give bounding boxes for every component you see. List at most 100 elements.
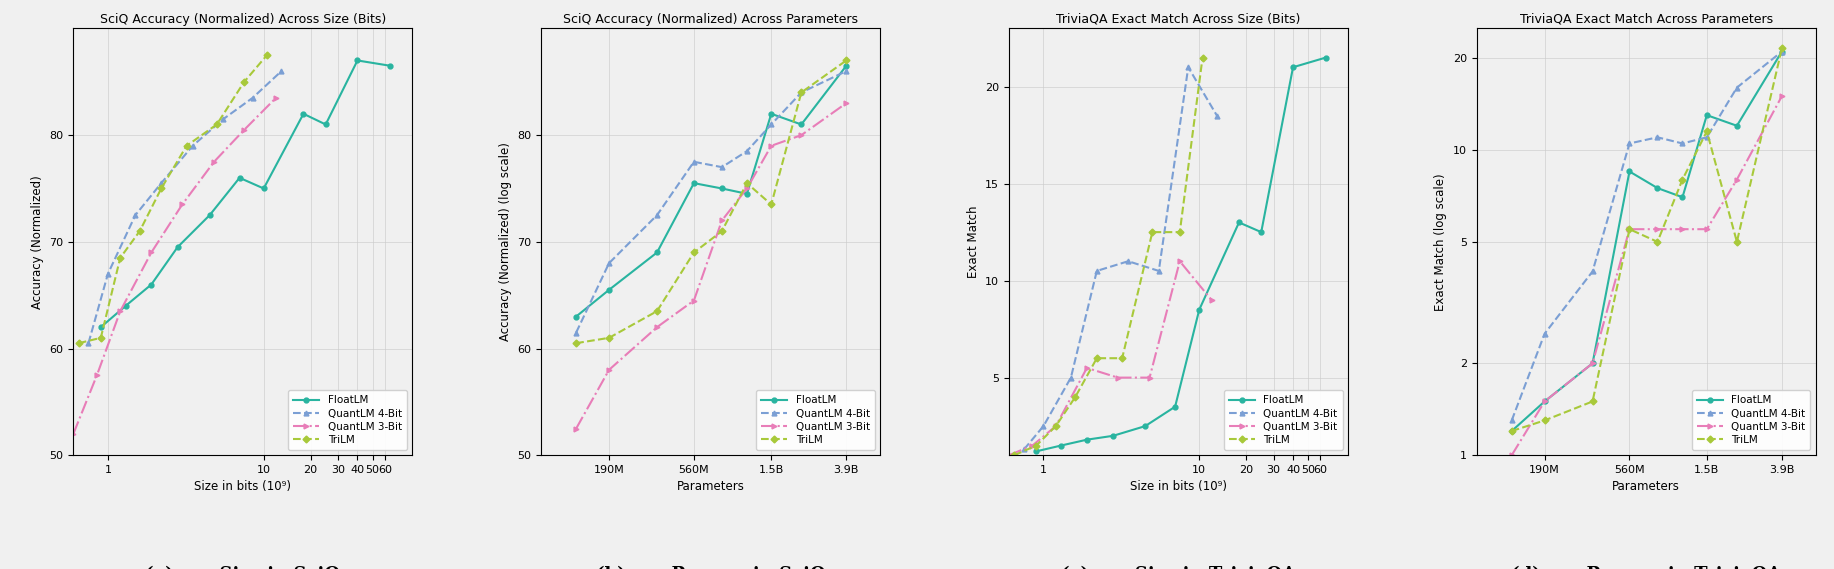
FloatLM [1282, 64, 1304, 71]
QuantLM 3-Bit [1533, 398, 1555, 405]
Line: TriLM: TriLM [1012, 55, 1205, 457]
TriLM [257, 52, 279, 59]
QuantLM 4-Bit [1671, 140, 1693, 147]
FloatLM [1229, 219, 1251, 226]
TriLM [1500, 428, 1522, 435]
FloatLM [1188, 306, 1210, 313]
Y-axis label: Exact Match: Exact Match [967, 205, 979, 278]
Line: QuantLM 4-Bit: QuantLM 4-Bit [86, 69, 284, 345]
Legend: FloatLM, QuantLM 4-Bit, QuantLM 3-Bit, TriLM: FloatLM, QuantLM 4-Bit, QuantLM 3-Bit, T… [1223, 390, 1342, 450]
Line: QuantLM 3-Bit: QuantLM 3-Bit [1007, 259, 1214, 457]
QuantLM 3-Bit [171, 201, 193, 208]
TriLM [761, 201, 783, 208]
QuantLM 4-Bit [150, 180, 172, 187]
TriLM [1192, 54, 1214, 61]
FloatLM [1696, 112, 1718, 118]
TriLM [598, 335, 620, 341]
QuantLM 3-Bit [1726, 176, 1748, 183]
Legend: FloatLM, QuantLM 4-Bit, QuantLM 3-Bit, TriLM: FloatLM, QuantLM 4-Bit, QuantLM 3-Bit, T… [756, 390, 875, 450]
QuantLM 4-Bit [1207, 112, 1229, 119]
QuantLM 3-Bit [998, 452, 1020, 459]
TriLM [565, 340, 587, 347]
FloatLM [315, 121, 337, 128]
FloatLM [1025, 448, 1047, 455]
QuantLM 4-Bit [712, 164, 734, 171]
FloatLM [712, 185, 734, 192]
FloatLM [116, 303, 138, 310]
QuantLM 3-Bit [266, 94, 288, 101]
FloatLM [1251, 229, 1273, 236]
X-axis label: Size in bits (10⁹): Size in bits (10⁹) [1130, 480, 1227, 493]
FloatLM [347, 57, 369, 64]
QuantLM 3-Bit [1022, 442, 1044, 449]
FloatLM [198, 212, 220, 218]
QuantLM 3-Bit [1671, 226, 1693, 233]
FloatLM [167, 244, 189, 250]
TriLM [233, 79, 255, 85]
Text: (d)  vs. Params in TriviaQA: (d) vs. Params in TriviaQA [1511, 566, 1781, 569]
TriLM [1647, 238, 1669, 245]
QuantLM 4-Bit [834, 68, 856, 75]
FloatLM [1500, 428, 1522, 435]
QuantLM 4-Bit [1012, 446, 1034, 453]
TriLM [834, 57, 856, 64]
QuantLM 3-Bit [1772, 93, 1794, 100]
FloatLM [834, 63, 856, 69]
FloatLM [1533, 398, 1555, 405]
QuantLM 4-Bit [735, 148, 757, 155]
TriLM [68, 340, 90, 347]
QuantLM 4-Bit [97, 270, 119, 277]
TriLM [150, 185, 172, 192]
QuantLM 3-Bit [1618, 226, 1640, 233]
QuantLM 3-Bit [110, 308, 132, 315]
Y-axis label: Exact Match (log scale): Exact Match (log scale) [1434, 173, 1447, 311]
Line: FloatLM: FloatLM [1509, 49, 1784, 434]
Line: QuantLM 3-Bit: QuantLM 3-Bit [1509, 94, 1784, 457]
QuantLM 4-Bit [761, 121, 783, 128]
TriLM [205, 121, 227, 128]
Title: TriviaQA Exact Match Across Size (Bits): TriviaQA Exact Match Across Size (Bits) [1056, 13, 1300, 26]
TriLM [1045, 423, 1067, 430]
QuantLM 3-Bit [1696, 226, 1718, 233]
QuantLM 3-Bit [682, 297, 704, 304]
FloatLM [1671, 194, 1693, 201]
QuantLM 4-Bit [1647, 134, 1669, 141]
QuantLM 4-Bit [790, 89, 812, 96]
QuantLM 4-Bit [182, 142, 204, 149]
QuantLM 4-Bit [1148, 267, 1170, 274]
Line: QuantLM 4-Bit: QuantLM 4-Bit [1509, 49, 1784, 423]
Legend: FloatLM, QuantLM 4-Bit, QuantLM 3-Bit, TriLM: FloatLM, QuantLM 4-Bit, QuantLM 3-Bit, T… [288, 390, 407, 450]
QuantLM 4-Bit [1177, 64, 1199, 71]
FloatLM [1133, 423, 1155, 430]
QuantLM 3-Bit [233, 126, 255, 133]
TriLM [1772, 45, 1794, 52]
TriLM [1696, 128, 1718, 135]
QuantLM 4-Bit [646, 212, 668, 218]
TriLM [1003, 452, 1025, 459]
QuantLM 4-Bit [1033, 423, 1055, 430]
Line: FloatLM: FloatLM [1034, 55, 1328, 453]
QuantLM 3-Bit [1106, 374, 1128, 381]
FloatLM [1165, 403, 1187, 410]
TriLM [176, 142, 198, 149]
X-axis label: Size in bits (10⁹): Size in bits (10⁹) [194, 480, 292, 493]
Line: FloatLM: FloatLM [99, 58, 392, 329]
QuantLM 3-Bit [646, 324, 668, 331]
QuantLM 3-Bit [1201, 296, 1223, 303]
FloatLM [565, 313, 587, 320]
QuantLM 3-Bit [790, 131, 812, 138]
QuantLM 3-Bit [1168, 258, 1190, 265]
TriLM [1618, 226, 1640, 233]
TriLM [1533, 417, 1555, 424]
QuantLM 4-Bit [1500, 417, 1522, 424]
TriLM [90, 335, 112, 341]
TriLM [1671, 176, 1693, 183]
FloatLM [380, 63, 402, 69]
QuantLM 3-Bit [141, 249, 163, 256]
QuantLM 3-Bit [1077, 365, 1099, 372]
QuantLM 4-Bit [125, 212, 147, 218]
QuantLM 4-Bit [270, 68, 292, 75]
QuantLM 4-Bit [1618, 140, 1640, 147]
TriLM [1168, 229, 1190, 236]
TriLM [682, 249, 704, 256]
